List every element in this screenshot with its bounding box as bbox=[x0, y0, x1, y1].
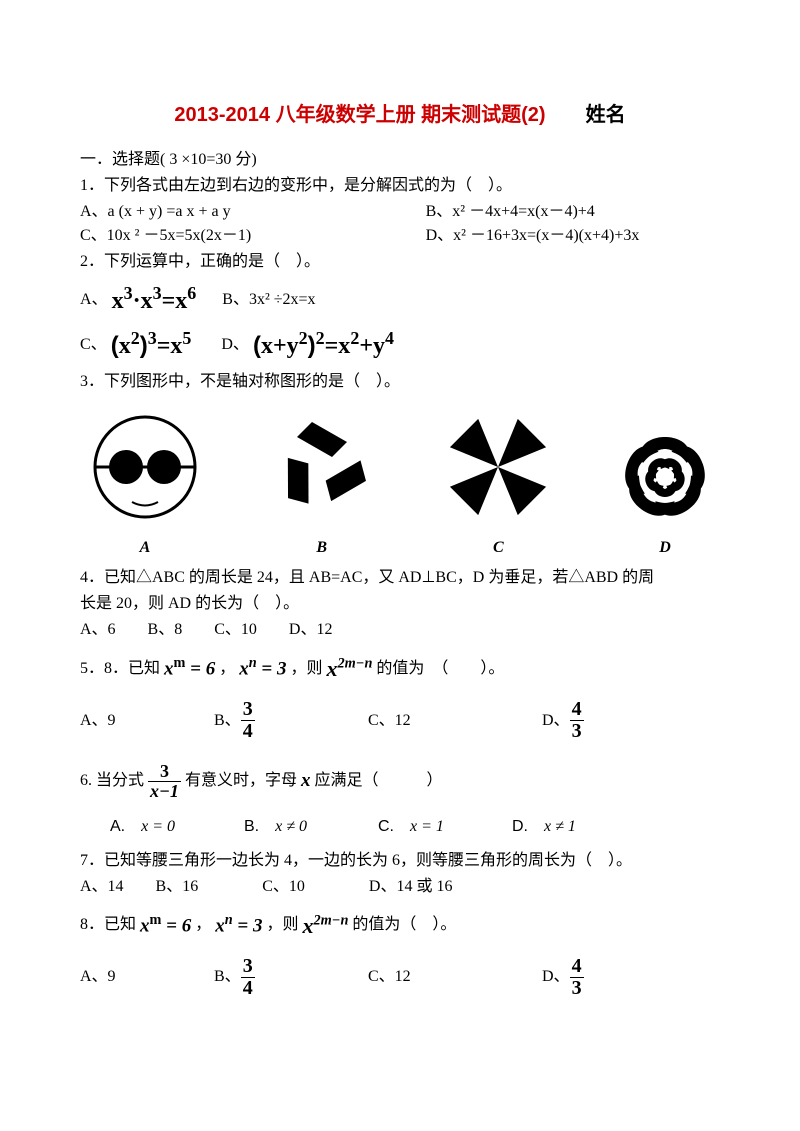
q8-prefix: 8．已知 bbox=[80, 913, 136, 937]
q8-D-frac: 43 bbox=[570, 956, 584, 999]
q5-prefix: 5．8．已知 bbox=[80, 657, 160, 681]
q5-mid2: ，则 bbox=[291, 657, 323, 681]
figA-label: A bbox=[90, 536, 200, 560]
q5-B-prefix: B、 bbox=[214, 709, 241, 733]
figB-svg bbox=[267, 412, 377, 522]
q6-A-label: A. bbox=[110, 818, 125, 835]
q8-x2mn: x2m−n bbox=[303, 909, 349, 942]
q8-opts: A、9 B、 34 C、12 D、 43 bbox=[80, 956, 720, 999]
q8-text: 8．已知 xm = 6 ， xn = 3 ，则 x2m−n 的值为（ ）。 bbox=[80, 909, 720, 942]
q6-B-label: B. bbox=[244, 818, 259, 835]
q2-A-math: x3·x3=x6 bbox=[112, 280, 197, 319]
q6-prefix: 6. 当分式 bbox=[80, 769, 144, 793]
q8-mid2: ，则 bbox=[267, 913, 299, 937]
figure-C: C bbox=[443, 412, 553, 560]
q6-x: x bbox=[301, 767, 311, 796]
q6-suffix: 应满足（ ） bbox=[314, 769, 442, 793]
q5-D-frac: 43 bbox=[570, 699, 584, 742]
q8-A: A、9 bbox=[80, 965, 210, 989]
q6-frac: 3x−1 bbox=[148, 762, 181, 801]
q5-suffix: 的值为 （ ）。 bbox=[376, 657, 504, 681]
q2-A-prefix: A、 bbox=[80, 288, 108, 312]
q2-D-math: (x+y2)2=x2+y4 bbox=[253, 325, 394, 364]
q6-C: x = 1 bbox=[410, 818, 444, 835]
q6-C-label: C. bbox=[378, 818, 394, 835]
q5-xn: xn = 3 bbox=[239, 653, 286, 684]
q5-text: 5．8．已知 xm = 6 ， xn = 3 ，则 x2m−n 的值为 （ ）。 bbox=[80, 652, 720, 685]
q4-l1: 4．已知△ABC 的周长是 24，且 AB=AC，又 AD⊥BC，D 为垂足，若… bbox=[80, 566, 720, 590]
q5-B-frac: 34 bbox=[241, 699, 255, 742]
q5-mid1: ， bbox=[219, 657, 235, 681]
title-red: 2013-2014 八年级数学上册 期末测试题(2) bbox=[174, 104, 545, 126]
figD-svg bbox=[620, 432, 710, 522]
q8-B-frac: 34 bbox=[241, 956, 255, 999]
figure-A: A bbox=[90, 412, 200, 560]
q6-D-label: D. bbox=[512, 818, 528, 835]
q1-optC: C、10x ² －5x=5x(2x－1) bbox=[80, 224, 426, 248]
q5-C: C、12 bbox=[368, 709, 538, 733]
figure-D: D bbox=[620, 432, 710, 560]
q2-D-prefix: D、 bbox=[221, 333, 249, 357]
q2-row2: C、 (x2)3=x5 D、 (x+y2)2=x2+y4 bbox=[80, 325, 720, 364]
q8-xm: xm = 6 bbox=[140, 910, 191, 941]
q4-opts: A、6 B、8 C、10 D、12 bbox=[80, 618, 720, 642]
q5-x2mn: x2m−n bbox=[327, 652, 373, 685]
q8-D-prefix: D、 bbox=[542, 965, 570, 989]
q1-row2: C、10x ² －5x=5x(2x－1) D、x² －16+3x=(x－4)(x… bbox=[80, 224, 720, 248]
q8-B-prefix: B、 bbox=[214, 965, 241, 989]
q6-opts: A. x = 0 B. x ≠ 0 C. x = 1 D. x ≠ 1 bbox=[80, 815, 720, 839]
q5-opts: A、9 B、 34 C、12 D、 43 bbox=[80, 699, 720, 742]
q5-D-prefix: D、 bbox=[542, 709, 570, 733]
figB-label: B bbox=[267, 536, 377, 560]
q8-suffix: 的值为（ ）。 bbox=[352, 913, 456, 937]
q2-C-prefix: C、 bbox=[80, 333, 107, 357]
q2-text: 2．下列运算中，正确的是（ ）。 bbox=[80, 250, 720, 274]
q5-xm: xm = 6 bbox=[164, 653, 215, 684]
q8-mid1: ， bbox=[195, 913, 211, 937]
q1-optA: A、a (x + y) =a x + a y bbox=[80, 200, 426, 224]
figD-label: D bbox=[620, 536, 710, 560]
q6-B: x ≠ 0 bbox=[275, 818, 307, 835]
q2-row1: A、 x3·x3=x6 B、3x² ÷2x=x bbox=[80, 280, 720, 319]
q8-C: C、12 bbox=[368, 965, 538, 989]
section-header: 一．选择题( 3 ×10=30 分) bbox=[80, 148, 720, 172]
q6-text: 6. 当分式 3x−1 有意义时，字母 x 应满足（ ） bbox=[80, 762, 720, 801]
q7-text: 7．已知等腰三角形一边长为 4，一边的长为 6，则等腰三角形的周长为（ ）。 bbox=[80, 849, 720, 873]
q5-A: A、9 bbox=[80, 709, 210, 733]
q8-xn: xn = 3 bbox=[215, 910, 262, 941]
q1-text: 1．下列各式由左边到右边的变形中，是分解因式的为（ ）。 bbox=[80, 174, 720, 198]
figA-svg bbox=[90, 412, 200, 522]
q1-row1: A、a (x + y) =a x + a y B、x² －4x+4=x(x－4)… bbox=[80, 200, 720, 224]
q6-mid: 有意义时，字母 bbox=[185, 769, 297, 793]
q1-optD: D、x² －16+3x=(x－4)(x+4)+3x bbox=[426, 224, 720, 248]
q6-D: x ≠ 1 bbox=[544, 818, 576, 835]
q4-l2: 长是 20，则 AD 的长为（ ）。 bbox=[80, 592, 720, 616]
exam-page: 2013-2014 八年级数学上册 期末测试题(2) 姓名 一．选择题( 3 ×… bbox=[0, 0, 800, 1065]
page-title: 2013-2014 八年级数学上册 期末测试题(2) 姓名 bbox=[80, 100, 720, 130]
figure-row: A B C bbox=[80, 412, 720, 560]
q1-optB: B、x² －4x+4=x(x－4)+4 bbox=[426, 200, 720, 224]
q3-text: 3．下列图形中，不是轴对称图形的是（ ）。 bbox=[80, 370, 720, 394]
title-suffix: 姓名 bbox=[546, 104, 626, 126]
q7-opts: A、14 B、16 C、10 D、14 或 16 bbox=[80, 875, 720, 899]
figure-B: B bbox=[267, 412, 377, 560]
q2-C-math: (x2)3=x5 bbox=[111, 325, 192, 364]
q2-B: B、3x² ÷2x=x bbox=[222, 288, 315, 312]
q6-A: x = 0 bbox=[141, 818, 175, 835]
figC-svg bbox=[443, 412, 553, 522]
figC-label: C bbox=[443, 536, 553, 560]
